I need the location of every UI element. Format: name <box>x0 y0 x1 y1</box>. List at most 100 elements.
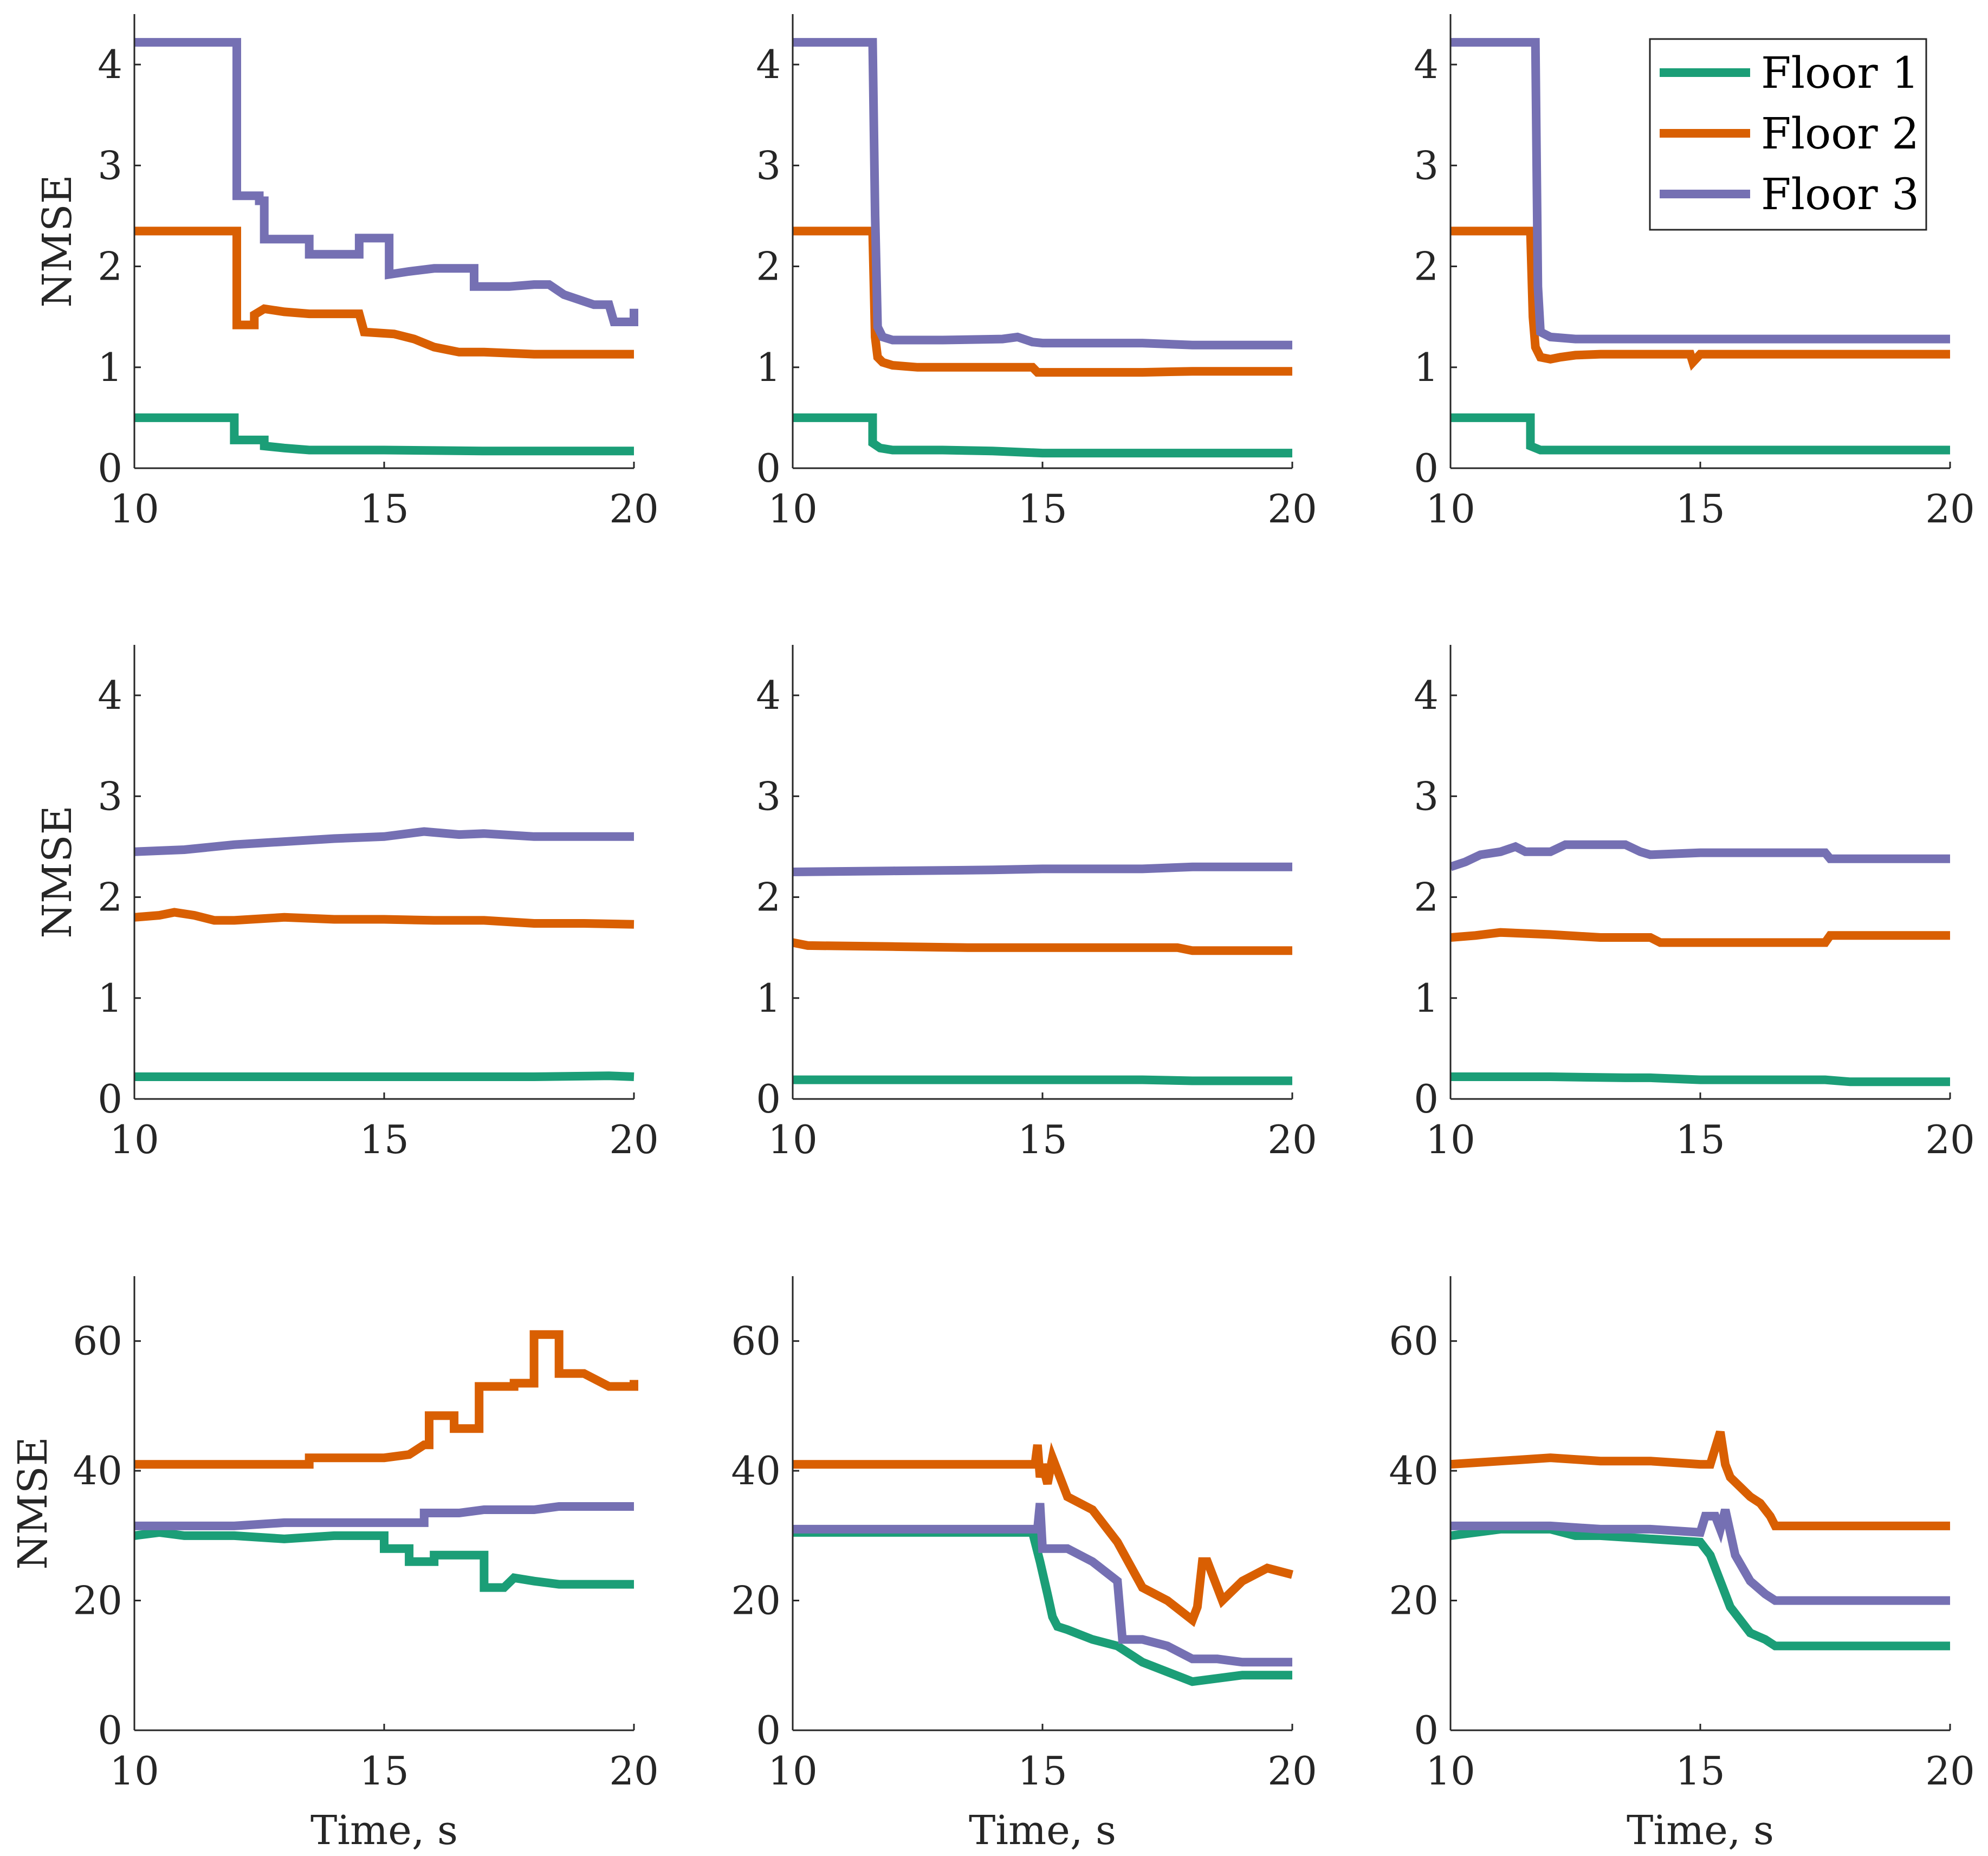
x-tick-label: 20 <box>609 486 659 532</box>
x-tick-label: 10 <box>109 486 159 532</box>
series-line-floor-1 <box>134 1071 634 1081</box>
x-axis-label: Time, s <box>969 1807 1116 1854</box>
y-tick-label: 0 <box>1414 1076 1439 1122</box>
series-group <box>1450 840 1950 1087</box>
series-line-floor-3 <box>1450 1509 1950 1605</box>
x-tick-label: 15 <box>1018 1748 1067 1794</box>
y-tick-label: 0 <box>98 1708 122 1753</box>
series-line-floor-1 <box>793 413 1292 458</box>
y-tick-label: 4 <box>98 672 122 718</box>
y-tick-label: 1 <box>1414 975 1439 1021</box>
y-tick-label: 0 <box>756 1708 781 1753</box>
subplot-row3-col1: 10 15 20 0 20 40 60 NMSE Time, s <box>10 1276 659 1854</box>
subplot-row1-col1: 10 15 20 0 1 2 3 4 NMSE <box>34 14 659 532</box>
x-tick-label: 20 <box>609 1117 659 1162</box>
y-tick-label: 3 <box>756 773 781 819</box>
x-tick-label: 20 <box>1267 1748 1317 1794</box>
x-tick-label: 10 <box>109 1117 159 1162</box>
series-line-floor-3 <box>134 827 634 856</box>
x-tick-label: 20 <box>1925 1748 1975 1794</box>
y-tick-label: 2 <box>756 875 781 920</box>
series-group <box>134 38 638 456</box>
series-group <box>134 827 634 1081</box>
y-tick-label: 3 <box>1414 773 1439 819</box>
subplot-row3-col2: 10 15 20 0 20 40 60 Time, s <box>731 1276 1317 1854</box>
y-tick-label: 4 <box>1414 42 1439 87</box>
y-tick-label: 0 <box>98 1076 122 1122</box>
y-tick-label: 1 <box>98 975 122 1021</box>
series-group <box>134 1330 638 1592</box>
x-tick-label: 10 <box>1426 1117 1475 1162</box>
series-line-floor-1 <box>793 1075 1292 1085</box>
y-tick-label: 1 <box>756 345 781 390</box>
y-tick-label: 20 <box>1389 1578 1439 1624</box>
series-line-floor-3 <box>793 862 1292 876</box>
y-axis-label: NMSE <box>10 1437 56 1569</box>
series-line-floor-3 <box>793 1503 1292 1667</box>
y-axis-label: NMSE <box>34 805 81 938</box>
x-tick-label: 10 <box>1426 1748 1475 1794</box>
x-tick-label: 10 <box>109 1748 159 1794</box>
x-tick-label: 15 <box>1675 1748 1725 1794</box>
y-tick-label: 1 <box>98 345 122 390</box>
subplot-row1-col3: 10 15 20 0 1 2 3 4 <box>1414 14 1975 532</box>
series-line-floor-2 <box>793 938 1292 955</box>
y-tick-label: 2 <box>1414 875 1439 920</box>
series-line-floor-3 <box>1450 840 1950 871</box>
subplot-row2-col1: 10 15 20 0 1 2 3 4 NMSE <box>34 645 659 1162</box>
y-tick-label: 0 <box>756 1076 781 1122</box>
x-tick-label: 15 <box>359 1117 409 1162</box>
y-tick-label: 3 <box>98 143 122 188</box>
y-tick-label: 4 <box>756 42 781 87</box>
series-line-floor-2 <box>793 1442 1294 1627</box>
subplot-row3-col3: 10 15 20 0 20 40 60 Time, s <box>1389 1276 1975 1854</box>
x-tick-label: 15 <box>1675 486 1725 532</box>
subplot-row2-col3: 10 15 20 0 1 2 3 4 <box>1414 645 1975 1162</box>
y-axis-label: NMSE <box>34 174 81 307</box>
y-tick-label: 3 <box>756 143 781 188</box>
y-tick-label: 0 <box>98 445 122 491</box>
series-line-floor-1 <box>134 413 634 456</box>
series-group <box>793 38 1292 458</box>
legend-label: Floor 3 <box>1761 169 1919 219</box>
y-tick-label: 40 <box>731 1448 781 1493</box>
x-tick-label: 15 <box>359 1748 409 1794</box>
series-line-floor-2 <box>1450 1430 1950 1530</box>
y-tick-label: 20 <box>73 1578 122 1624</box>
x-axis-label: Time, s <box>310 1807 458 1854</box>
subplot-row1-col2: 10 15 20 0 1 2 3 4 <box>756 14 1317 532</box>
series-line-floor-1 <box>1450 413 1950 455</box>
y-tick-label: 60 <box>1389 1318 1439 1364</box>
x-tick-label: 10 <box>1426 486 1475 532</box>
series-line-floor-1 <box>1450 1072 1950 1087</box>
y-tick-label: 40 <box>73 1448 122 1493</box>
x-tick-label: 10 <box>768 1748 818 1794</box>
series-line-floor-1 <box>793 1528 1292 1686</box>
x-tick-label: 15 <box>1018 486 1067 532</box>
x-tick-label: 15 <box>359 486 409 532</box>
y-tick-label: 3 <box>1414 143 1439 188</box>
series-line-floor-3 <box>134 1502 634 1530</box>
x-tick-label: 10 <box>768 486 818 532</box>
x-tick-label: 20 <box>1925 486 1975 532</box>
series-group <box>1450 1430 1950 1651</box>
y-tick-label: 2 <box>98 875 122 920</box>
series-line-floor-2 <box>1450 928 1950 947</box>
x-tick-label: 15 <box>1675 1117 1725 1162</box>
y-tick-label: 60 <box>73 1318 122 1364</box>
y-tick-label: 2 <box>1414 244 1439 289</box>
y-tick-label: 0 <box>1414 1708 1439 1753</box>
subplot-row2-col2: 10 15 20 0 1 2 3 4 <box>756 645 1317 1162</box>
x-tick-label: 20 <box>1925 1117 1975 1162</box>
y-tick-label: 4 <box>98 42 122 87</box>
series-line-floor-2 <box>793 227 1292 377</box>
x-axis-label: Time, s <box>1627 1807 1774 1854</box>
x-tick-label: 20 <box>609 1748 659 1794</box>
series-line-floor-1 <box>134 1528 634 1592</box>
y-tick-label: 3 <box>98 773 122 819</box>
y-tick-label: 0 <box>1414 445 1439 491</box>
series-line-floor-2 <box>134 908 634 929</box>
